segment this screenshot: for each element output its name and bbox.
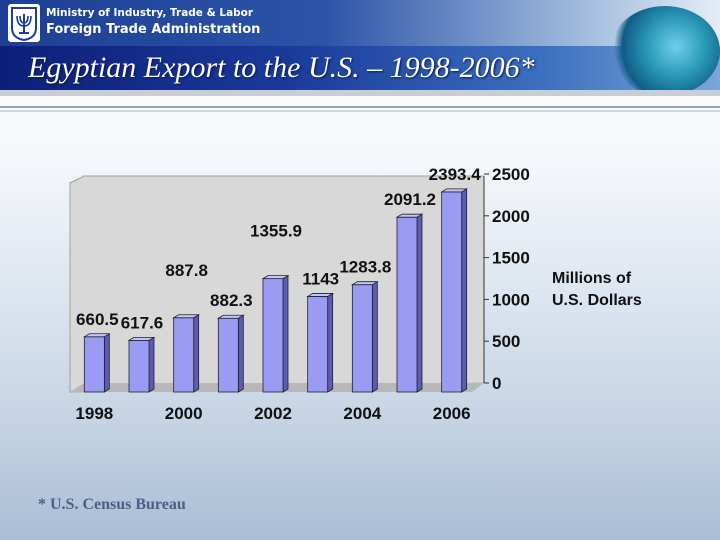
bar-front xyxy=(83,336,105,393)
bar-side xyxy=(282,274,289,393)
x-tick-label: 2004 xyxy=(343,404,381,423)
bar-2001 xyxy=(216,314,245,393)
bar-top xyxy=(306,293,335,297)
data-label: 617.6 xyxy=(121,313,164,332)
source-note: * U.S. Census Bureau xyxy=(38,496,186,513)
bar-front xyxy=(396,216,418,393)
bar-front xyxy=(128,339,150,393)
header-divider-line xyxy=(0,106,720,108)
data-label: 887.8 xyxy=(165,261,208,280)
bar-2000 xyxy=(172,314,201,393)
title-band xyxy=(0,46,720,90)
bar-1999 xyxy=(127,336,156,393)
bar-side xyxy=(461,188,468,393)
bar-side xyxy=(193,314,200,393)
data-label: 882.3 xyxy=(210,291,253,310)
y-axis-label: Millions of U.S. Dollars xyxy=(552,270,642,309)
x-tick-label: 2000 xyxy=(165,404,203,423)
y-tick-label: 500 xyxy=(492,332,520,351)
y-tick-label: 2000 xyxy=(492,207,530,226)
x-tick-label: 1998 xyxy=(75,404,113,423)
y-axis: 0 500 1000 1500 2000 2500 xyxy=(484,165,530,393)
bar-side xyxy=(148,336,155,393)
data-label: 1283.8 xyxy=(339,258,391,277)
data-label: 2393.4 xyxy=(429,165,482,184)
bar-side xyxy=(327,292,334,393)
x-tick-label: 2002 xyxy=(254,404,292,423)
y-tick-label: 2500 xyxy=(492,165,530,184)
bar-front xyxy=(173,317,195,393)
bar-2005 xyxy=(395,213,424,393)
bar-side xyxy=(371,280,378,393)
data-label: 660.5 xyxy=(76,310,119,329)
bar-top xyxy=(261,275,290,280)
administration-name: Foreign Trade Administration xyxy=(46,22,261,37)
menorah-emblem-icon xyxy=(8,4,40,42)
bar-2004 xyxy=(350,280,379,393)
ministry-name: Ministry of Industry, Trade & Labor xyxy=(46,7,254,19)
data-label: 2091.2 xyxy=(384,190,436,209)
bar-front xyxy=(307,296,329,393)
bar-front xyxy=(217,317,239,393)
bar-top xyxy=(350,281,379,286)
x-axis: 1998 2000 2002 2004 2006 xyxy=(75,404,470,423)
bar-front xyxy=(262,278,284,393)
bar-top xyxy=(82,333,111,338)
bar-top xyxy=(440,188,469,193)
bar-front xyxy=(441,191,463,393)
y-tick-label: 1000 xyxy=(492,290,530,309)
globe-icon xyxy=(610,6,720,96)
x-tick-label: 2006 xyxy=(433,404,471,423)
header-divider-line-light xyxy=(0,110,720,112)
bar-2003 xyxy=(306,292,335,393)
bar-side xyxy=(103,333,110,393)
y-tick-label: 0 xyxy=(492,374,501,393)
header-bar: Ministry of Industry, Trade & Labor Fore… xyxy=(0,0,720,46)
bar-top xyxy=(127,336,156,341)
data-label: 1355.9 xyxy=(250,222,302,241)
y-tick-label: 1500 xyxy=(492,249,530,268)
data-label: 1143 xyxy=(302,269,339,288)
bar-side xyxy=(237,314,244,393)
bar-top xyxy=(216,314,245,319)
header-divider xyxy=(0,90,720,96)
bar-front xyxy=(351,284,373,393)
bar-2006 xyxy=(440,188,469,393)
bar-side xyxy=(416,213,423,393)
page-title: Egyptian Export to the U.S. – 1998-2006* xyxy=(28,51,535,84)
bar-2002 xyxy=(261,274,290,393)
bar-top xyxy=(172,314,201,319)
bar-top xyxy=(395,213,424,218)
bar-1998 xyxy=(82,333,111,393)
